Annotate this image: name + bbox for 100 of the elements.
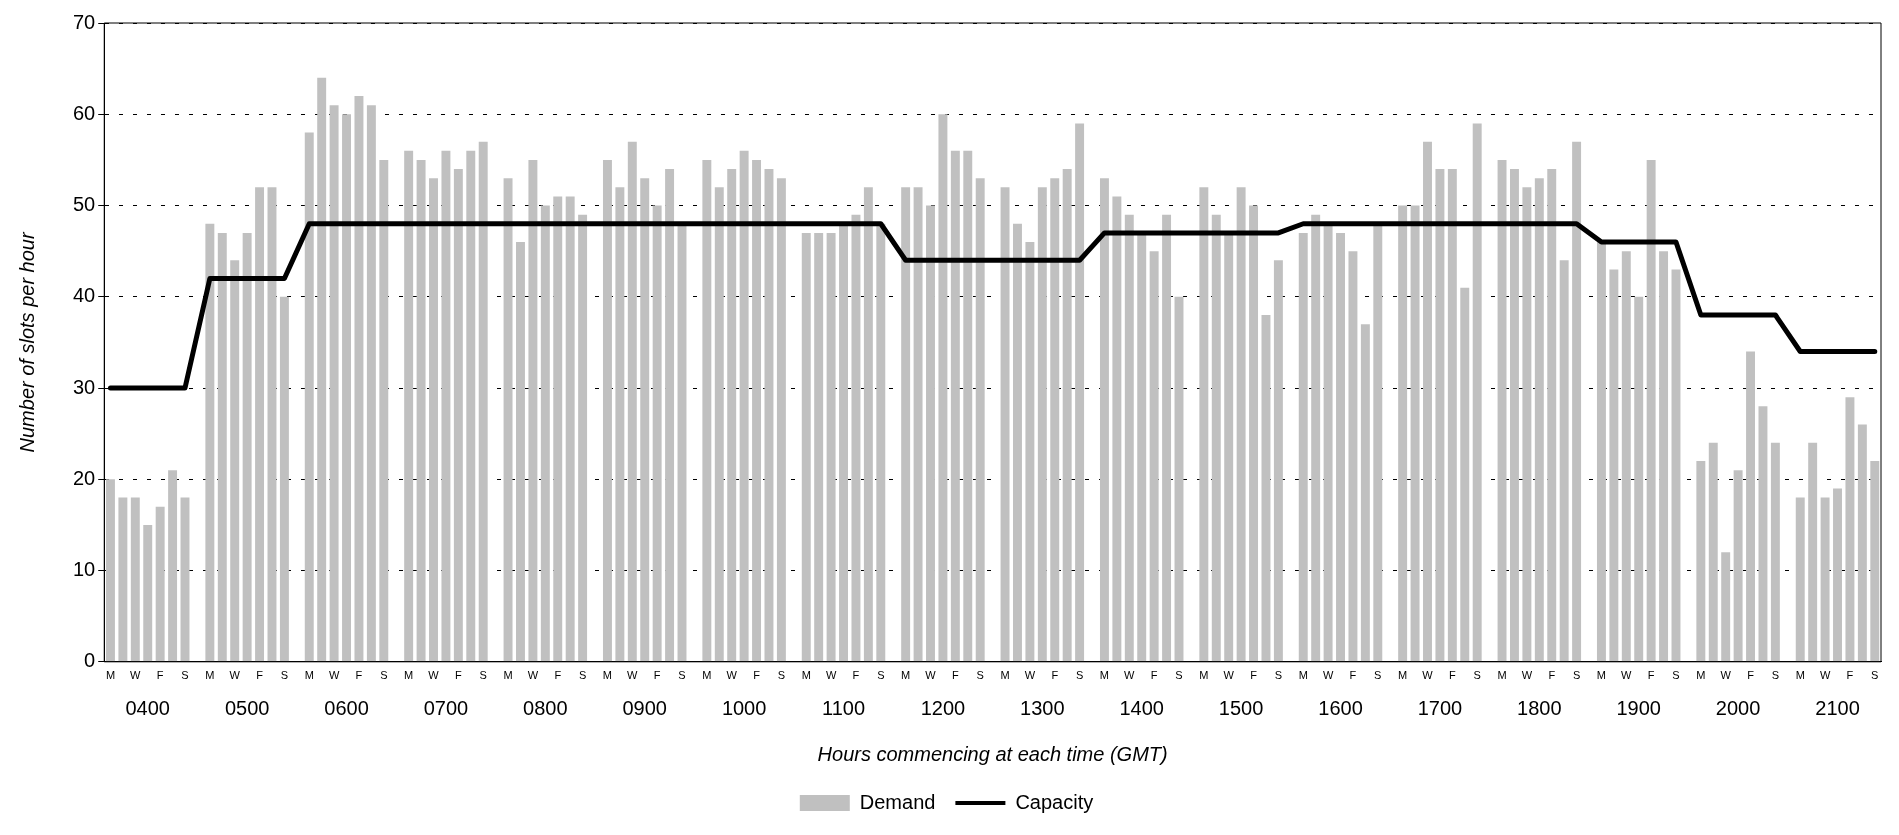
bar <box>1410 205 1420 662</box>
x-tick-label: M <box>1000 669 1010 682</box>
text: 0400 <box>125 697 170 720</box>
x-tick-label: F <box>1051 669 1059 682</box>
x-tick-label: M <box>1497 669 1507 682</box>
x-tick-label: W <box>627 669 639 682</box>
bar <box>627 141 637 662</box>
bar <box>1808 442 1818 662</box>
x-tick-label: M <box>105 669 116 682</box>
bar <box>1211 214 1221 662</box>
bar <box>1037 187 1047 662</box>
x-tick-label: S <box>280 669 289 682</box>
bar <box>1050 178 1060 662</box>
y-tick-label: 70 <box>73 10 96 33</box>
bar <box>329 105 339 662</box>
text: 1100 <box>822 697 866 720</box>
bar <box>1621 251 1631 662</box>
text: 1000 <box>721 697 767 720</box>
bar <box>1447 169 1457 662</box>
bar <box>863 187 873 662</box>
bar <box>441 150 451 662</box>
y-tick-label: 60 <box>73 101 96 124</box>
bar <box>913 187 923 662</box>
text: 0900 <box>622 697 667 720</box>
y-axis-title: Number of slots per hour <box>15 231 38 453</box>
bar <box>938 114 948 662</box>
bar <box>1013 223 1022 662</box>
x-tick-label: M <box>702 669 712 682</box>
bar <box>1124 214 1134 662</box>
x-tick-label: W <box>1819 669 1831 682</box>
x-tick-label: M <box>1099 669 1110 682</box>
bar <box>876 223 886 662</box>
text: 1600 <box>1318 697 1363 720</box>
bar <box>1423 141 1432 662</box>
bar <box>1795 497 1805 662</box>
x-tick-label: F <box>156 669 164 682</box>
text: 0500 <box>224 697 270 720</box>
bar <box>304 132 314 662</box>
text: 1900 <box>1616 697 1661 720</box>
x-tick-label: W <box>825 669 837 682</box>
bar <box>578 214 588 662</box>
x-tick-label: M <box>801 669 811 682</box>
x-tick-label: S <box>181 669 189 682</box>
x-tick-label: F <box>852 669 860 682</box>
x-tick-label: W <box>1124 669 1136 682</box>
bar <box>342 114 351 662</box>
bar <box>1509 169 1519 662</box>
bar <box>540 205 550 662</box>
bar <box>1646 159 1656 662</box>
legend-label: Capacity <box>1015 790 1094 813</box>
bar <box>1857 424 1867 662</box>
bar <box>1261 315 1271 662</box>
x-tick-label: W <box>1422 669 1434 682</box>
x-tick-label: F <box>951 669 959 682</box>
bar <box>1435 169 1445 662</box>
bar <box>1845 397 1855 662</box>
bar <box>1547 169 1557 662</box>
bar <box>1696 461 1706 662</box>
x-tick-label: S <box>479 669 487 682</box>
bar <box>727 169 737 662</box>
bar <box>1162 214 1172 662</box>
bar <box>1820 497 1830 662</box>
bar <box>553 196 563 662</box>
x-tick-label: S <box>1175 669 1183 682</box>
x-tick-label: M <box>1696 669 1706 682</box>
bar <box>1634 296 1644 662</box>
x-tick-label: F <box>653 669 661 682</box>
bar <box>1249 205 1259 662</box>
x-tick-label: S <box>777 669 786 682</box>
x-tick-label: W <box>130 669 142 682</box>
x-tick-label: S <box>1871 669 1879 682</box>
bar <box>1062 169 1072 662</box>
text: 0700 <box>423 697 469 720</box>
x-tick-label: F <box>554 669 562 682</box>
legend-label: Demand <box>859 790 936 813</box>
bar <box>429 178 438 662</box>
x-tick-label: S <box>1771 669 1780 682</box>
bar <box>814 232 824 662</box>
bar <box>242 232 252 662</box>
bar <box>255 187 265 662</box>
x-tick-label: F <box>753 669 761 682</box>
x-tick-label: S <box>1374 669 1382 682</box>
text: 1300 <box>1020 697 1065 720</box>
bar <box>354 96 364 662</box>
bar <box>640 178 650 662</box>
x-axis-title: Hours commencing at each time (GMT) <box>817 742 1168 765</box>
bar <box>950 150 960 662</box>
bar <box>1075 123 1085 662</box>
x-tick-label: S <box>678 669 686 682</box>
x-tick-label: S <box>1572 669 1581 682</box>
bar <box>118 497 128 662</box>
text: 2000 <box>1715 697 1761 720</box>
bar <box>503 178 513 662</box>
x-tick-label: S <box>976 669 984 682</box>
bar <box>1758 406 1768 662</box>
x-tick-label: S <box>1473 669 1481 682</box>
x-tick-label: M <box>1596 669 1607 682</box>
bar <box>702 159 712 662</box>
bar <box>1298 232 1308 662</box>
x-tick-label: S <box>578 669 587 682</box>
